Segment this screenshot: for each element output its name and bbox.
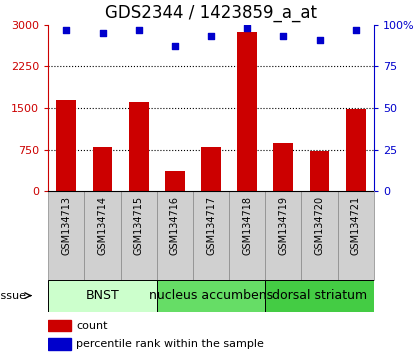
Text: nucleus accumbens: nucleus accumbens bbox=[149, 289, 273, 302]
Point bbox=[63, 27, 70, 33]
Text: GSM134721: GSM134721 bbox=[351, 196, 361, 255]
Point bbox=[316, 37, 323, 42]
Text: GSM134713: GSM134713 bbox=[61, 196, 71, 255]
Bar bbox=[48, 320, 71, 331]
Text: GSM134720: GSM134720 bbox=[315, 196, 325, 255]
Text: GSM134717: GSM134717 bbox=[206, 196, 216, 255]
Bar bbox=[84, 191, 121, 280]
Bar bbox=[346, 109, 366, 191]
Bar bbox=[157, 280, 265, 312]
Point bbox=[171, 44, 178, 49]
Bar bbox=[237, 32, 257, 191]
Bar bbox=[48, 338, 71, 350]
Bar bbox=[92, 147, 113, 191]
Bar bbox=[265, 280, 374, 312]
Text: GSM134719: GSM134719 bbox=[278, 196, 289, 255]
Bar bbox=[229, 191, 265, 280]
Bar bbox=[56, 100, 76, 191]
Point bbox=[208, 34, 215, 39]
Text: GSM134718: GSM134718 bbox=[242, 196, 252, 255]
Bar bbox=[157, 191, 193, 280]
Text: GSM134715: GSM134715 bbox=[134, 196, 144, 255]
Bar bbox=[338, 191, 374, 280]
Bar bbox=[201, 147, 221, 191]
Bar bbox=[129, 102, 149, 191]
Text: BNST: BNST bbox=[86, 289, 119, 302]
Text: GSM134716: GSM134716 bbox=[170, 196, 180, 255]
Point bbox=[135, 27, 142, 33]
Bar bbox=[193, 191, 229, 280]
Bar bbox=[310, 151, 330, 191]
Bar bbox=[165, 171, 185, 191]
Point bbox=[352, 27, 359, 33]
Text: tissue: tissue bbox=[0, 291, 26, 301]
Text: percentile rank within the sample: percentile rank within the sample bbox=[76, 339, 264, 349]
Bar bbox=[48, 280, 157, 312]
Bar bbox=[302, 191, 338, 280]
Point bbox=[99, 30, 106, 36]
Text: count: count bbox=[76, 321, 108, 331]
Point bbox=[244, 25, 251, 31]
Bar bbox=[265, 191, 302, 280]
Bar bbox=[121, 191, 157, 280]
Bar bbox=[48, 191, 84, 280]
Title: GDS2344 / 1423859_a_at: GDS2344 / 1423859_a_at bbox=[105, 4, 317, 22]
Text: dorsal striatum: dorsal striatum bbox=[272, 289, 367, 302]
Point bbox=[280, 34, 287, 39]
Bar bbox=[273, 143, 293, 191]
Text: GSM134714: GSM134714 bbox=[97, 196, 108, 255]
